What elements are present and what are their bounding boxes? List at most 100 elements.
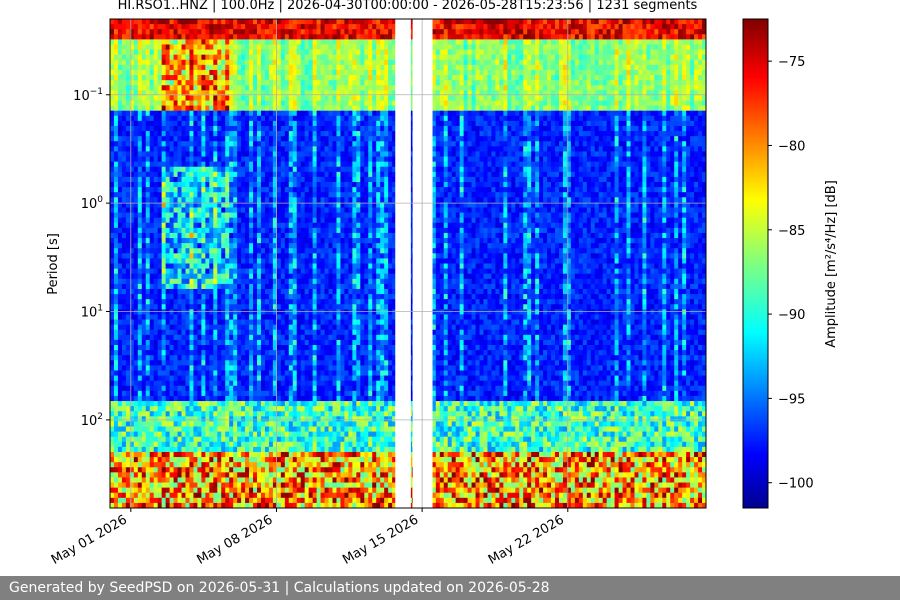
heatmap-column <box>137 19 143 508</box>
heatmap-column <box>670 19 675 508</box>
x-tick-label: May 22 2026 <box>486 512 567 567</box>
chart-title: HI.RSO1..HNZ | 100.0Hz | 2026-04-30T00:0… <box>117 0 698 13</box>
heatmap-column <box>523 19 528 508</box>
colorbar-tick-label: −85 <box>778 224 805 239</box>
heatmap-column <box>264 19 270 508</box>
heatmap-column <box>169 19 175 508</box>
heatmap-column <box>229 19 234 508</box>
heatmap-column <box>570 19 576 508</box>
heatmap-column <box>503 19 508 508</box>
heatmap-column <box>292 19 298 508</box>
heatmap-column <box>304 19 310 508</box>
heatmap-column <box>551 19 556 508</box>
heatmap-column <box>348 19 353 508</box>
colorbar-tick-label: −80 <box>778 139 805 154</box>
heatmap-column <box>149 19 155 508</box>
data-gap <box>412 19 433 508</box>
heatmap-column <box>443 19 449 508</box>
heatmap-column <box>245 19 250 508</box>
heatmap-column <box>566 19 572 508</box>
y-tick-label: 102 <box>81 412 103 429</box>
heatmap-column <box>189 19 195 508</box>
heatmap-column <box>694 19 699 508</box>
heatmap-column <box>153 19 159 508</box>
heatmap-column <box>507 19 512 508</box>
heatmap-column <box>193 19 199 508</box>
heatmap-column <box>578 19 584 508</box>
heatmap-column <box>562 19 568 508</box>
heatmap-column <box>431 19 437 508</box>
heatmap-column <box>372 19 377 508</box>
plot-frame <box>109 18 707 509</box>
heatmap-column <box>582 19 588 508</box>
y-tick-label: 101 <box>81 304 103 321</box>
heatmap-column <box>181 19 187 508</box>
heatmap-column <box>439 19 445 508</box>
heatmap-column <box>598 19 604 508</box>
heatmap-column <box>161 19 167 508</box>
data-gaps <box>395 19 433 508</box>
heatmap-column <box>618 19 624 508</box>
heatmap-column <box>555 19 560 508</box>
y-tick-label: 10−1 <box>73 87 103 104</box>
heatmap-column <box>558 19 564 508</box>
heatmap-column <box>650 19 655 508</box>
heatmap-column <box>133 19 139 508</box>
heatmap-column <box>165 19 171 508</box>
heatmap-column <box>547 19 552 508</box>
heatmap-column <box>463 19 469 508</box>
heatmap-column <box>117 19 123 508</box>
heatmap-column <box>129 19 135 508</box>
heatmap-column <box>614 19 620 508</box>
heatmap-column <box>364 19 369 508</box>
heatmap-column <box>177 19 183 508</box>
heatmap-column <box>642 19 647 508</box>
heatmap-column <box>260 19 266 508</box>
heatmap-column <box>233 19 238 508</box>
heatmap-column <box>113 19 119 508</box>
heatmap-column <box>384 19 389 508</box>
heatmap-column <box>392 19 397 508</box>
heatmap-column <box>594 19 600 508</box>
heatmap-column <box>574 19 580 508</box>
heatmap-column <box>141 19 147 508</box>
heatmap-column <box>539 19 544 508</box>
data-gap <box>395 19 411 508</box>
heatmap-column <box>475 19 481 508</box>
y-axis: 10−1 100 101 102 <box>73 87 110 429</box>
colorbar-tick-label: −95 <box>778 392 805 407</box>
heatmap-column <box>205 19 210 508</box>
heatmap-column <box>249 19 254 508</box>
heatmap-column <box>312 19 318 508</box>
heatmap-column <box>388 19 393 508</box>
footer-bar: Generated by SeedPSD on 2026-05-31 | Cal… <box>0 576 900 600</box>
heatmap-column <box>356 19 361 508</box>
heatmap-column <box>686 19 691 508</box>
heatmap-column <box>483 19 489 508</box>
heatmap-column <box>447 19 453 508</box>
spectrogram-heatmap <box>110 19 706 508</box>
heatmap-column <box>459 19 465 508</box>
heatmap-column <box>197 19 202 508</box>
x-tick-label: May 08 2026 <box>195 512 276 567</box>
heatmap-column <box>455 19 461 508</box>
x-tick-label: May 01 2026 <box>49 512 130 567</box>
heatmap-column <box>602 19 608 508</box>
heatmap-column <box>590 19 596 508</box>
heatmap-column <box>682 19 687 508</box>
heatmap-column <box>280 19 286 508</box>
colorbar-ticks: −75 −80 −85 −90 −95 −100 <box>768 55 814 492</box>
heatmap-column <box>121 19 127 508</box>
heatmap-column <box>276 19 282 508</box>
footer-text: Generated by SeedPSD on 2026-05-31 | Cal… <box>9 580 550 596</box>
heatmap-column <box>324 19 330 508</box>
heatmap-column <box>527 19 532 508</box>
heatmap-column <box>368 19 373 508</box>
grid-lines <box>110 19 706 508</box>
heatmap-column <box>296 19 302 508</box>
y-tick-label: 100 <box>81 195 104 212</box>
heatmap-column <box>586 19 592 508</box>
heatmap-column <box>471 19 477 508</box>
x-axis: May 01 2026 May 08 2026 May 15 2026 May 22 … <box>49 508 569 568</box>
heatmap-column <box>145 19 151 508</box>
